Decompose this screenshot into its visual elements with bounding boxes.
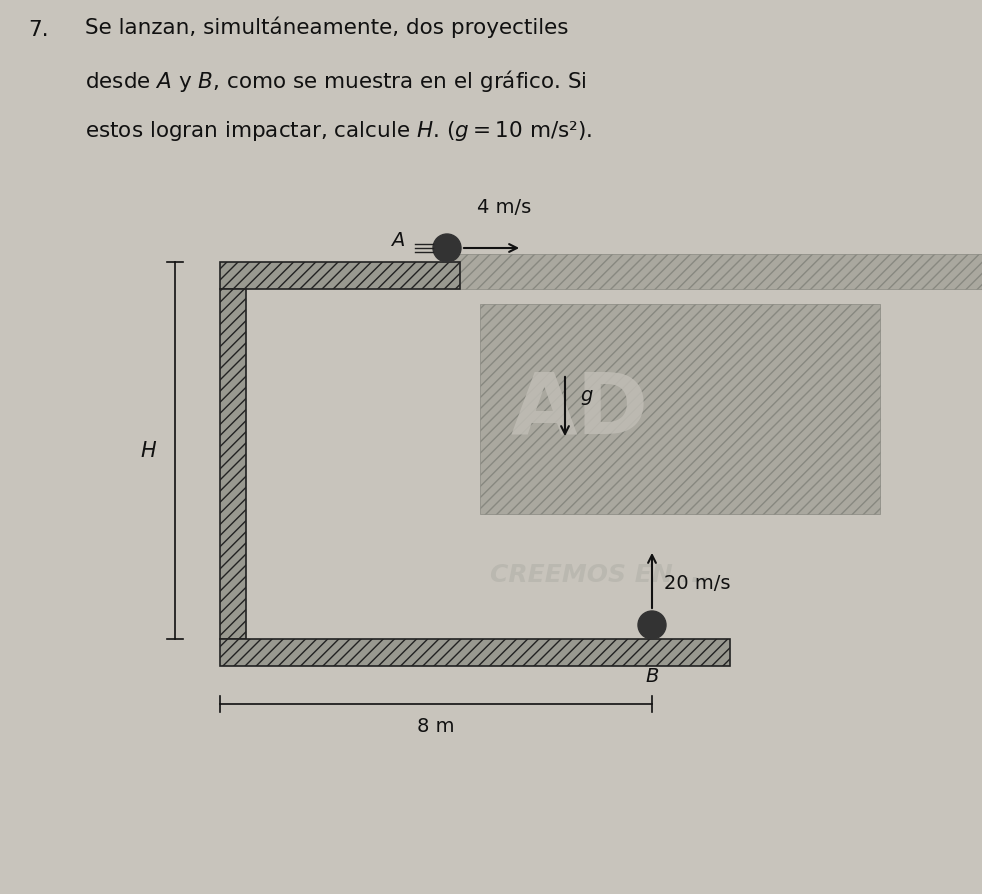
Text: $H$: $H$ bbox=[139, 441, 157, 461]
Bar bbox=[220, 263, 460, 290]
Circle shape bbox=[433, 235, 461, 263]
Bar bbox=[450, 255, 982, 290]
Text: $A$: $A$ bbox=[390, 232, 405, 250]
Text: $B$: $B$ bbox=[645, 666, 659, 685]
Bar bbox=[220, 290, 246, 639]
Text: $g$: $g$ bbox=[580, 388, 594, 407]
Text: 8 m: 8 m bbox=[417, 716, 455, 735]
Bar bbox=[480, 305, 880, 514]
Text: 20 m/s: 20 m/s bbox=[664, 574, 731, 593]
Text: AD: AD bbox=[511, 368, 649, 451]
Text: 4 m/s: 4 m/s bbox=[477, 198, 531, 216]
Bar bbox=[220, 639, 730, 666]
Text: estos logran impactar, calcule $H$. ($g$ = 10 m/s²).: estos logran impactar, calcule $H$. ($g$… bbox=[85, 119, 592, 143]
Text: Se lanzan, simultáneamente, dos proyectiles: Se lanzan, simultáneamente, dos proyecti… bbox=[85, 17, 569, 38]
Text: CREEMOS EN ...: CREEMOS EN ... bbox=[490, 562, 710, 586]
Circle shape bbox=[638, 611, 666, 639]
Text: 7.: 7. bbox=[28, 20, 49, 40]
Text: desde $A$ y $B$, como se muestra en el gráfico. Si: desde $A$ y $B$, como se muestra en el g… bbox=[85, 68, 587, 94]
